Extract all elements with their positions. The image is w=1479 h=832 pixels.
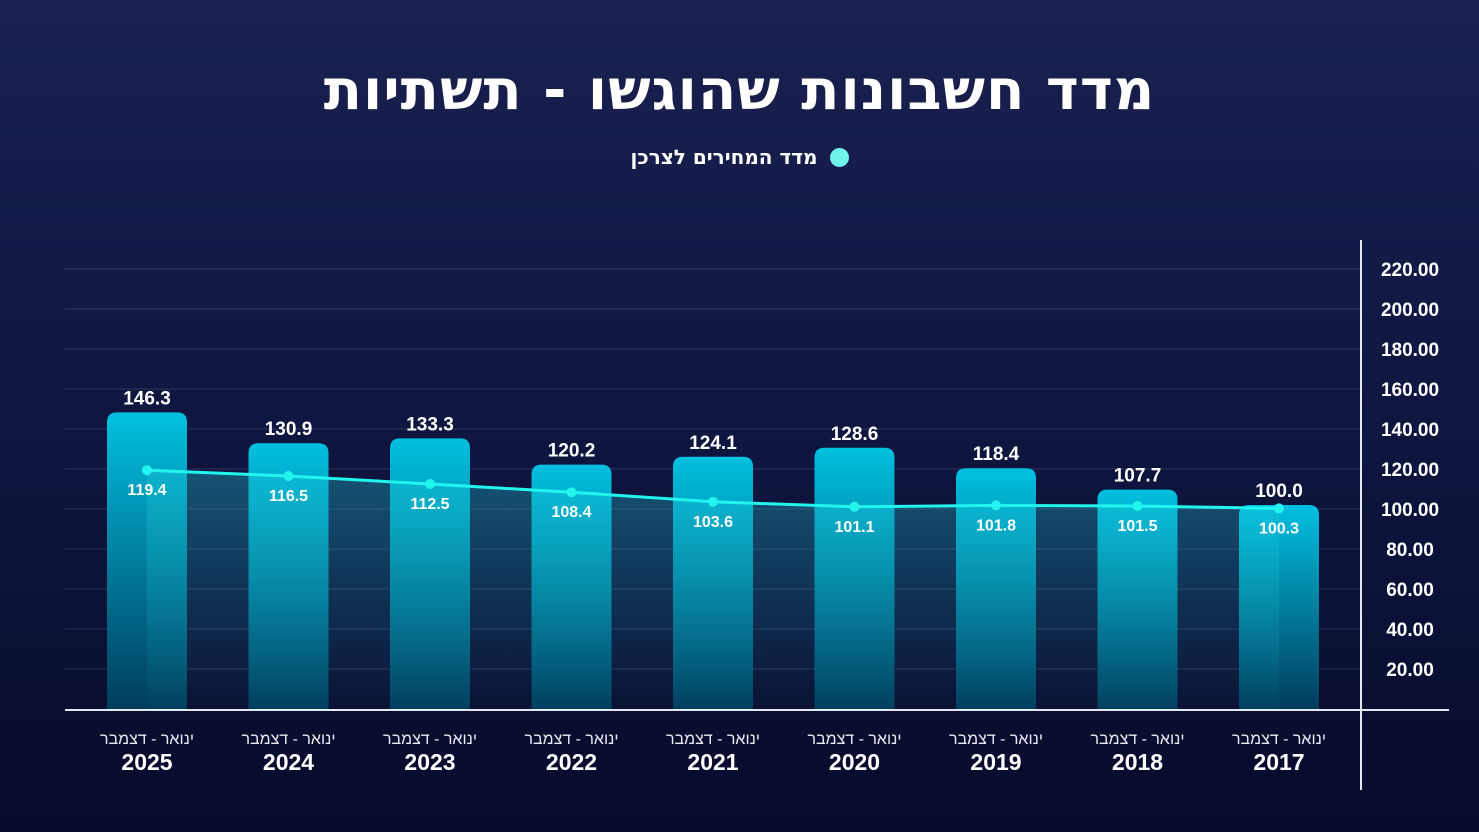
x-tick-label: 2019 bbox=[970, 749, 1021, 775]
x-period-label: ינואר - דצמבר bbox=[524, 731, 618, 748]
bar-value-label: 133.3 bbox=[406, 414, 454, 435]
y-tick-label: 200.00 bbox=[1381, 300, 1439, 321]
cpi-point bbox=[708, 496, 718, 507]
y-tick-label: 100.00 bbox=[1381, 500, 1439, 521]
cpi-value-label: 108.4 bbox=[551, 504, 591, 521]
legend-dot-icon bbox=[829, 147, 849, 167]
y-tick-label: 140.00 bbox=[1381, 420, 1439, 441]
cpi-point bbox=[425, 479, 435, 489]
x-tick-label: 2023 bbox=[404, 749, 455, 775]
y-tick-label: 220.00 bbox=[1381, 260, 1439, 281]
y-tick-label: 20.00 bbox=[1386, 660, 1434, 681]
cpi-value-label: 101.1 bbox=[834, 519, 874, 536]
legend-label: מדד המחירים לצרכן bbox=[630, 145, 818, 169]
cpi-point bbox=[566, 487, 577, 498]
x-tick-label: 2024 bbox=[263, 749, 314, 775]
line-area bbox=[147, 470, 1279, 709]
cpi-value-label: 103.6 bbox=[693, 514, 733, 531]
cpi-value-label: 112.5 bbox=[410, 496, 449, 513]
y-tick-label: 80.00 bbox=[1386, 540, 1434, 561]
bar-value-label: 146.3 bbox=[123, 388, 171, 409]
x-tick-label: 2022 bbox=[546, 749, 597, 775]
x-period-label: ינואר - דצמבר bbox=[949, 731, 1043, 748]
cpi-point bbox=[142, 465, 152, 476]
x-tick-label: 2020 bbox=[829, 749, 880, 775]
cpi-point bbox=[1274, 503, 1284, 514]
cpi-value-label: 116.5 bbox=[269, 488, 308, 505]
cpi-point bbox=[283, 471, 294, 481]
x-period-label: ינואר - דצמבר bbox=[1232, 731, 1326, 748]
bar-value-label: 130.9 bbox=[265, 419, 313, 440]
x-period-label: ינואר - דצמבר bbox=[807, 731, 901, 748]
cpi-value-label: 101.5 bbox=[1117, 518, 1157, 535]
bar-value-label: 100.0 bbox=[1255, 481, 1303, 502]
x-period-label: ינואר - דצמבר bbox=[241, 731, 335, 748]
x-period-label: ינואר - דצמבר bbox=[383, 731, 477, 748]
y-tick-label: 120.00 bbox=[1381, 460, 1439, 481]
x-tick-label: 2021 bbox=[687, 749, 738, 775]
y-tick-label: 160.00 bbox=[1381, 380, 1439, 401]
bar-value-label: 107.7 bbox=[1114, 466, 1162, 487]
x-tick-label: 2025 bbox=[121, 749, 172, 775]
x-period-label: ינואר - דצמבר bbox=[666, 731, 760, 748]
legend: מדד המחירים לצרכן bbox=[0, 145, 1479, 169]
bar-value-label: 128.6 bbox=[831, 424, 879, 445]
x-period-label: ינואר - דצמבר bbox=[100, 731, 194, 748]
x-tick-label: 2017 bbox=[1253, 749, 1304, 775]
chart-title: מדד חשבונות שהוגשו - תשתיות bbox=[323, 58, 1156, 123]
bar-value-label: 124.1 bbox=[689, 433, 737, 454]
x-tick-label: 2018 bbox=[1112, 749, 1163, 775]
bar-value-label: 118.4 bbox=[973, 444, 1020, 465]
cpi-value-label: 101.8 bbox=[976, 517, 1016, 534]
bar-value-label: 120.2 bbox=[548, 441, 596, 462]
cpi-value-label: 119.4 bbox=[127, 482, 166, 499]
y-tick-label: 180.00 bbox=[1381, 340, 1439, 361]
cpi-point bbox=[991, 500, 1001, 511]
x-period-label: ינואר - דצמבר bbox=[1090, 731, 1184, 748]
cpi-point bbox=[1132, 501, 1143, 511]
cpi-value-label: 100.3 bbox=[1259, 520, 1299, 537]
cpi-point bbox=[849, 501, 860, 512]
y-tick-label: 60.00 bbox=[1386, 580, 1434, 601]
y-tick-label: 40.00 bbox=[1386, 620, 1434, 641]
